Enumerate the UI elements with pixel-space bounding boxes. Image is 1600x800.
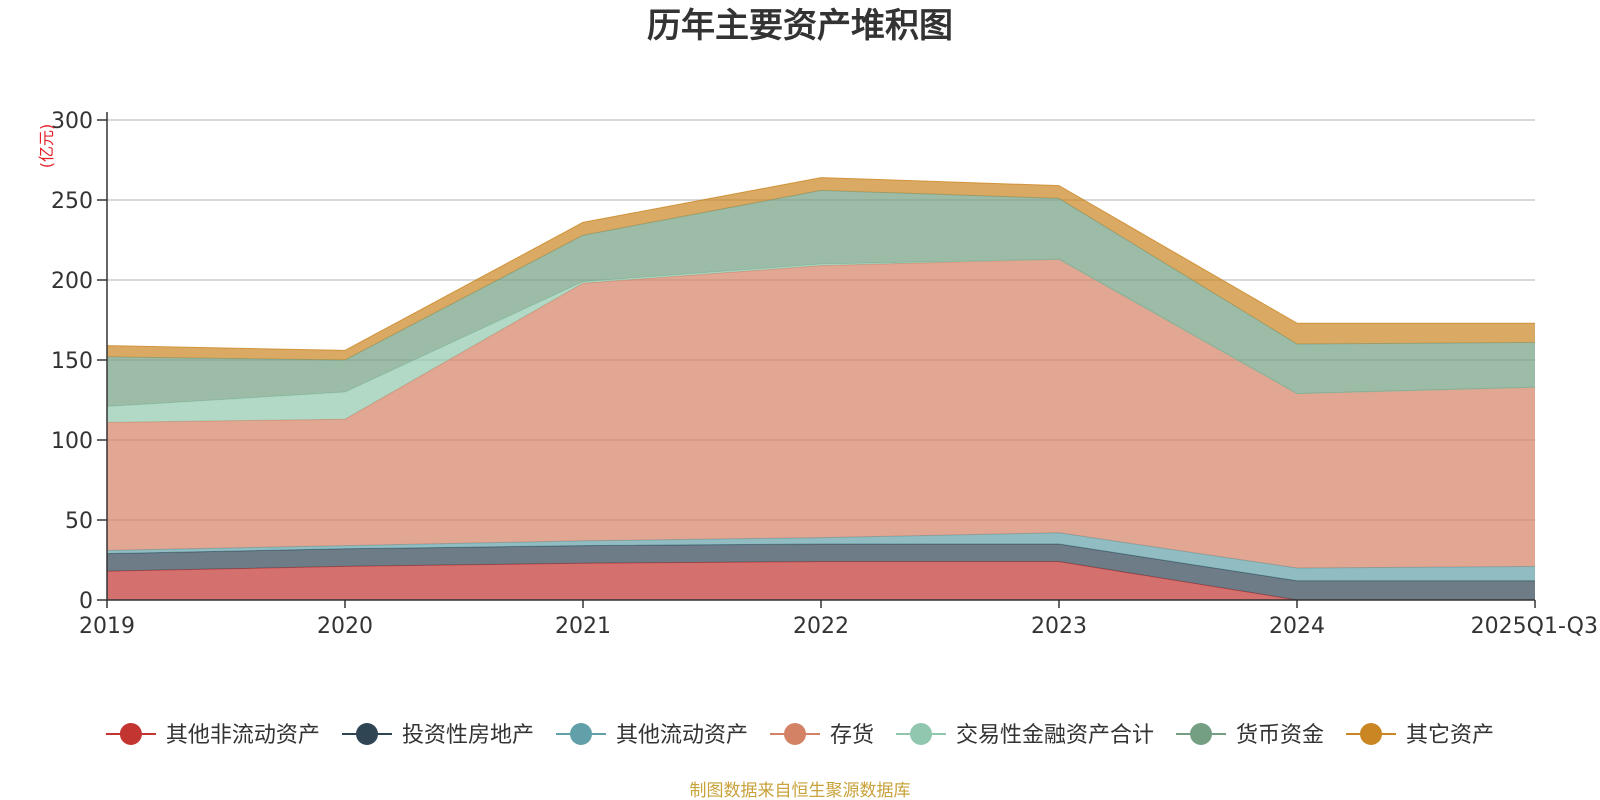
- y-axis-unit-label: (亿元): [37, 124, 56, 169]
- legend-label: 投资性房地产: [402, 723, 534, 748]
- area-series-7-line: [106, 177, 1535, 351]
- x-tick-label: 2019: [79, 614, 135, 639]
- legend-label: 其他非流动资产: [166, 723, 320, 748]
- legend: 其他非流动资产 投资性房地产 其他流动资产 存货 交易性金融资产合计 货币资金 其它资产: [105, 723, 1494, 748]
- y-tick-label: 200: [51, 269, 93, 294]
- legend-marker-icon: [1190, 723, 1212, 745]
- area-series-5: [107, 259, 1535, 423]
- legend-marker-icon: [570, 723, 592, 745]
- y-tick-label: 300: [51, 109, 93, 134]
- legend-item-5[interactable]: 交易性金融资产合计: [896, 723, 1154, 748]
- legend-label: 交易性金融资产合计: [956, 723, 1154, 748]
- data-source-note: 制图数据来自恒生聚源数据库: [690, 781, 911, 800]
- legend-marker-icon: [910, 723, 932, 745]
- x-tick-label: 2020: [317, 614, 373, 639]
- x-tick-label: 2023: [1031, 614, 1087, 639]
- x-tick-label: 2021: [555, 614, 611, 639]
- legend-label: 其它资产: [1406, 723, 1494, 748]
- legend-marker-icon: [119, 723, 142, 745]
- legend-item-7[interactable]: 其它资产: [1346, 723, 1494, 748]
- y-tick-label: 150: [51, 349, 93, 374]
- legend-item-3[interactable]: 其他流动资产: [556, 723, 748, 748]
- axes: 0 50 100 150 200 250 300 2019 2020 2021 2022 2023 20…: [51, 109, 1598, 639]
- area-series-4: [107, 259, 1535, 568]
- legend-marker-icon: [356, 723, 378, 745]
- y-tick-label: 250: [51, 189, 93, 214]
- legend-label: 存货: [830, 723, 874, 748]
- area-series-6: [107, 190, 1535, 407]
- y-tick-label: 50: [65, 509, 93, 534]
- area-series: [106, 177, 1536, 601]
- area-series-3: [107, 532, 1535, 581]
- legend-item-1[interactable]: 其他非流动资产: [105, 723, 320, 748]
- legend-marker-icon: [1360, 723, 1382, 745]
- chart-title: 历年主要资产堆积图: [647, 6, 953, 46]
- area-series-1: [107, 561, 1535, 600]
- legend-label: 货币资金: [1236, 723, 1324, 748]
- area-series-2: [107, 544, 1535, 600]
- x-tick-label: 2024: [1269, 614, 1325, 639]
- x-tick-label: 2022: [793, 614, 849, 639]
- y-tick-label: 100: [51, 429, 93, 454]
- legend-item-6[interactable]: 货币资金: [1176, 723, 1324, 748]
- legend-item-2[interactable]: 投资性房地产: [342, 723, 534, 748]
- legend-label: 其他流动资产: [616, 723, 748, 748]
- area-series-7: [107, 177, 1535, 360]
- x-tick-label: 2025Q1-Q3: [1471, 614, 1598, 639]
- y-tick-label: 0: [79, 589, 93, 614]
- legend-item-4[interactable]: 存货: [770, 723, 874, 748]
- legend-marker-icon: [784, 723, 806, 745]
